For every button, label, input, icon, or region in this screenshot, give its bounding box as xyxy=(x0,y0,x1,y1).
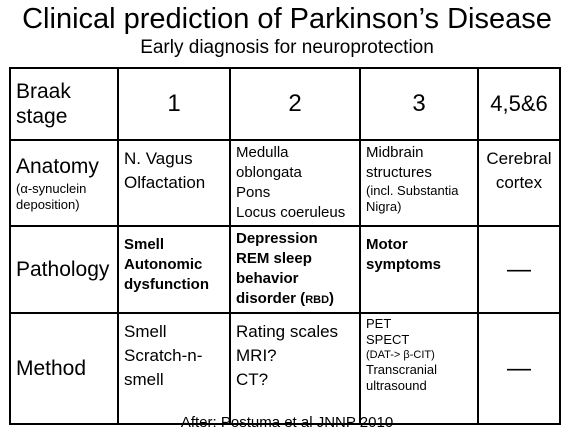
anatomy-note: (α-synuclein deposition) xyxy=(16,181,87,212)
anatomy-stage-2-line: Locus coeruleus xyxy=(236,204,346,221)
anatomy-stage-3-main: Midbrain structures xyxy=(366,144,432,181)
pathology-stage-1: Smell Autonomic dysfunction xyxy=(117,225,231,314)
pathology-close-paren: ) xyxy=(329,290,335,307)
pathology-stage-2-line1: Depression xyxy=(236,230,318,247)
anatomy-stage-2-line: Pons xyxy=(236,184,271,201)
pathology-stage-1-line: Smell xyxy=(124,236,165,253)
table-row-header: Braak stage 1 2 3 4,5&6 xyxy=(9,67,561,141)
header-stage-1: 1 xyxy=(117,67,231,141)
row-label-method: Method xyxy=(9,312,119,425)
method-stage-1: Smell Scratch-n-smell xyxy=(117,312,231,425)
anatomy-stage-1-line: N. Vagus xyxy=(124,149,193,168)
method-stage-3-line: PET xyxy=(366,316,392,331)
method-stage-1-line: Scratch-n-smell xyxy=(124,346,203,389)
method-stage-2-line: Rating scales xyxy=(236,322,339,341)
table-row-method: Method Smell Scratch-n-smell Rating scal… xyxy=(9,312,561,425)
method-stage-1-line: Smell xyxy=(124,322,167,341)
method-stage-3: PET SPECT (DAT-> β-CIT) Transcranial ult… xyxy=(359,312,479,425)
method-stage-3-note: (DAT-> β-CIT) xyxy=(366,349,435,361)
anatomy-label: Anatomy xyxy=(16,155,99,178)
method-stage-3-line: SPECT xyxy=(366,332,410,347)
anatomy-stage-3: Midbrain structures (incl. Substantia Ni… xyxy=(359,139,479,227)
row-label-anatomy: Anatomy (α-synuclein deposition) xyxy=(9,139,119,227)
pathology-stage-4-dash: — xyxy=(477,225,561,314)
header-braak-stage: Braak stage xyxy=(9,67,119,141)
anatomy-stage-1-line: Olfactation xyxy=(124,173,206,192)
braak-label-line2: stage xyxy=(16,105,68,128)
method-stage-2-line: CT? xyxy=(236,370,269,389)
method-stage-3-last: Transcranial ultrasound xyxy=(366,362,438,393)
pathology-stage-2: Depression REM sleep behavior disorder (… xyxy=(229,225,361,314)
pathology-rbd-abbrev: RBD xyxy=(305,294,330,306)
anatomy-stage-2: Medulla oblongata Pons Locus coeruleus xyxy=(229,139,361,227)
anatomy-stage-2-line: Medulla oblongata xyxy=(236,144,302,181)
braak-label-line1: Braak xyxy=(16,80,71,103)
anatomy-stage-1: N. Vagus Olfactation xyxy=(117,139,231,227)
header-stage-4-5-6: 4,5&6 xyxy=(477,67,561,141)
method-stage-2: Rating scales MRI? CT? xyxy=(229,312,361,425)
braak-stage-table: Braak stage 1 2 3 4,5&6 Anatomy (α-synuc… xyxy=(9,67,561,425)
anatomy-stage-4-text: Cerebral cortex xyxy=(486,149,552,192)
method-stage-2-line: MRI? xyxy=(236,346,277,365)
slide-subtitle: Early diagnosis for neuroprotection xyxy=(140,37,434,58)
anatomy-stage-4: Cerebral cortex xyxy=(477,139,561,227)
header-stage-3: 3 xyxy=(359,67,479,141)
header-stage-2: 2 xyxy=(229,67,361,141)
table-row-anatomy: Anatomy (α-synuclein deposition) N. Vagu… xyxy=(9,139,561,227)
pathology-rem-text: REM sleep behavior disorder ( xyxy=(236,250,312,307)
row-label-pathology: Pathology xyxy=(9,225,119,314)
method-stage-4-dash: — xyxy=(477,312,561,425)
pathology-stage-3-text: Motor symptoms xyxy=(366,236,442,273)
citation-footer: After: Postuma et al JNNP 2010 xyxy=(180,414,394,431)
table-row-pathology: Pathology Smell Autonomic dysfunction De… xyxy=(9,225,561,314)
pathology-stage-1-line: Autonomic dysfunction xyxy=(124,256,209,293)
anatomy-stage-3-note: (incl. Substantia Nigra) xyxy=(366,183,459,214)
slide-title: Clinical prediction of Parkinson’s Disea… xyxy=(22,3,552,35)
pathology-stage-3: Motor symptoms xyxy=(359,225,479,314)
pathology-stage-2-line2: REM sleep behavior disorder (RBD) xyxy=(236,249,354,310)
